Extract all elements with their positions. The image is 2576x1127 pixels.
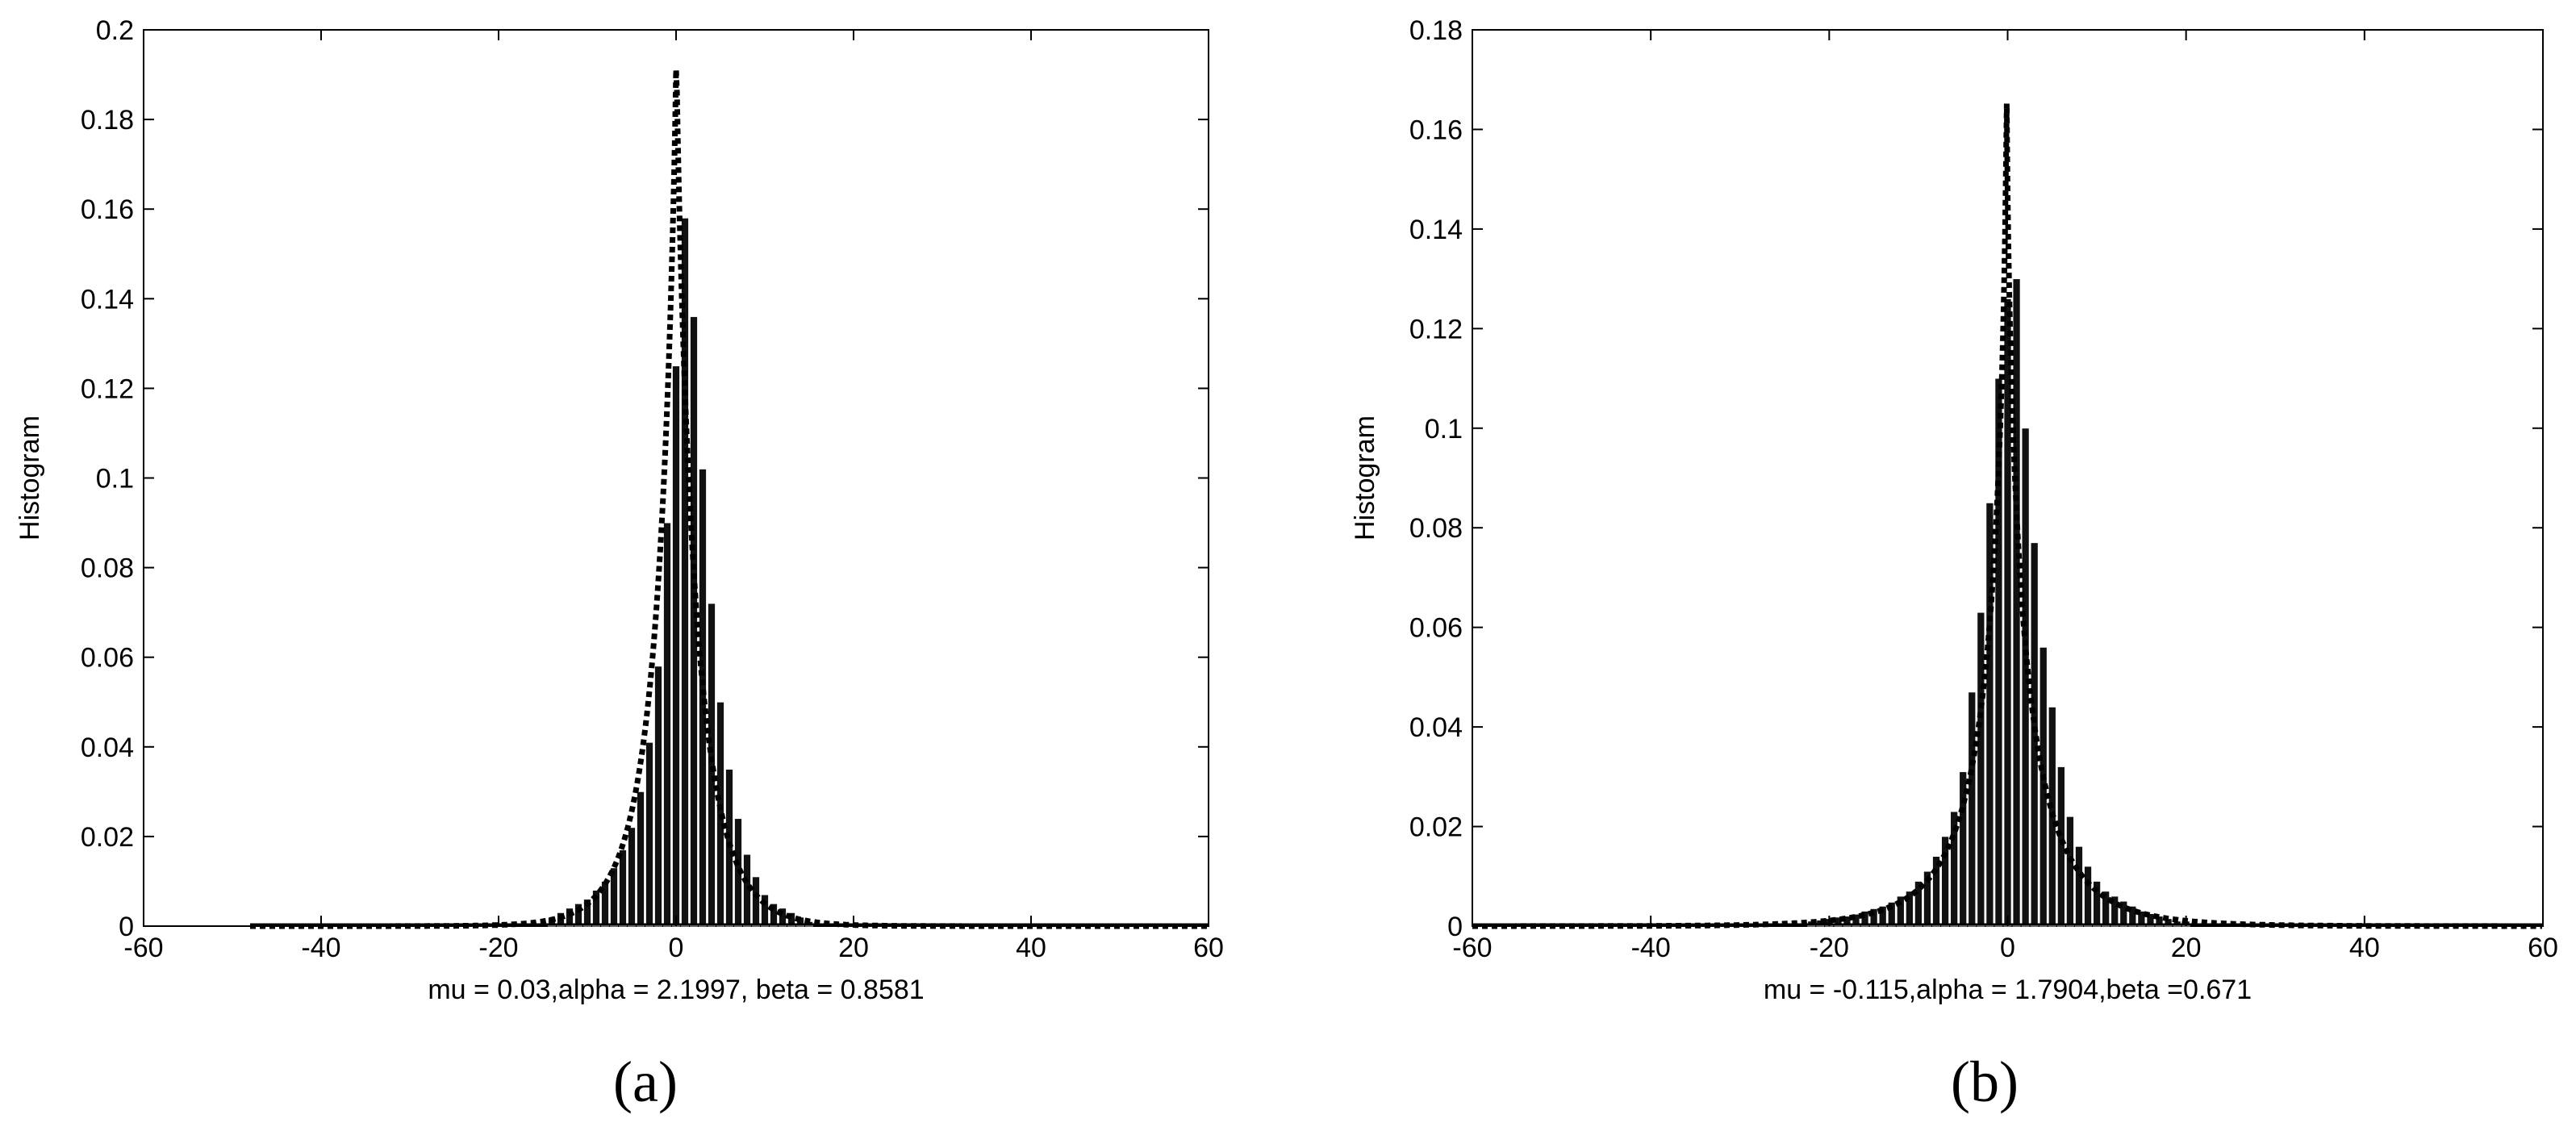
histogram-bar bbox=[610, 867, 618, 927]
histogram-bar bbox=[2093, 881, 2102, 927]
y-axis-label: Histogram bbox=[15, 415, 45, 541]
histogram-bar bbox=[1977, 612, 1985, 927]
histogram-bar bbox=[2137, 911, 2146, 927]
x-tick-label: 20 bbox=[2171, 933, 2202, 963]
histogram-bar bbox=[2146, 913, 2155, 927]
histogram-bar bbox=[672, 365, 680, 927]
histogram-bar bbox=[628, 827, 636, 927]
y-tick-label: 0.16 bbox=[81, 194, 134, 225]
histogram-bar bbox=[2119, 900, 2128, 927]
y-tick-label: 0.18 bbox=[81, 105, 134, 136]
histogram-bar bbox=[1905, 891, 1914, 927]
histogram-bar bbox=[1932, 856, 1940, 927]
y-tick-label: 0.02 bbox=[81, 822, 134, 853]
y-tick-label: 0.18 bbox=[1409, 15, 1463, 46]
y-tick-label: 0.12 bbox=[81, 374, 134, 404]
histogram-bar bbox=[2021, 428, 2030, 927]
x-tick-label: 40 bbox=[1016, 933, 1046, 963]
y-tick-label: 0 bbox=[1447, 912, 1463, 942]
histogram-bar bbox=[2155, 916, 2164, 927]
histogram-bar bbox=[2084, 866, 2092, 927]
y-tick-label: 0.1 bbox=[96, 464, 134, 495]
fitted-density-curve bbox=[250, 69, 1208, 929]
x-tick-label: 60 bbox=[1193, 933, 1224, 963]
histogram-bar bbox=[2075, 845, 2083, 927]
panel-caption: (a) bbox=[613, 1050, 678, 1114]
histogram-bar bbox=[645, 741, 653, 927]
histogram-bar bbox=[1878, 905, 1887, 927]
histogram-bar bbox=[1959, 771, 1968, 927]
histogram-bar bbox=[708, 603, 716, 927]
histogram-bar bbox=[1941, 836, 1950, 927]
y-tick-label: 0.08 bbox=[81, 553, 134, 584]
histogram-bar bbox=[1950, 811, 1959, 927]
histogram-bar bbox=[1914, 881, 1923, 927]
x-tick-label: -60 bbox=[1452, 933, 1492, 963]
y-tick-label: 0.06 bbox=[81, 643, 134, 674]
histogram-bar bbox=[1923, 870, 1931, 927]
histogram-bar bbox=[619, 849, 627, 927]
histogram-bar bbox=[1994, 378, 2003, 927]
histogram-bar bbox=[2128, 905, 2137, 927]
histogram-bar bbox=[2102, 891, 2110, 927]
histogram-bar bbox=[1860, 911, 1869, 927]
y-tick-label: 0.04 bbox=[1409, 712, 1463, 743]
x-tick-label: -60 bbox=[123, 933, 163, 963]
y-tick-label: 0.14 bbox=[1409, 215, 1463, 245]
histogram-bar bbox=[583, 899, 591, 927]
x-tick-label: -40 bbox=[1631, 933, 1671, 963]
histogram-bar bbox=[1968, 691, 1977, 927]
histogram-bar bbox=[690, 316, 698, 927]
y-tick-label: 0.02 bbox=[1409, 812, 1463, 843]
x-tick-label: 0 bbox=[669, 933, 684, 963]
histogram-bar bbox=[663, 522, 671, 927]
chart-panel-b: -60 -40 -20 0 20 40 60 0 0.02 0.04 0.06 0.08 0.1 0.12… bbox=[1350, 15, 2558, 1114]
y-tick-label: 0.12 bbox=[1409, 314, 1463, 344]
panel-caption: (b) bbox=[1951, 1050, 2019, 1114]
histogram-bar bbox=[2110, 895, 2119, 927]
x-tick-label: 60 bbox=[2528, 933, 2558, 963]
histogram-bar bbox=[770, 903, 778, 927]
x-tick-label: -20 bbox=[1810, 933, 1849, 963]
x-tick-label: 20 bbox=[838, 933, 869, 963]
histogram-bar bbox=[725, 769, 733, 927]
histogram-bar bbox=[574, 903, 582, 927]
histogram-bar bbox=[2065, 816, 2074, 927]
histogram-bar bbox=[1869, 908, 1878, 927]
y-tick-label: 0 bbox=[119, 912, 134, 942]
y-tick-label: 0.16 bbox=[1409, 115, 1463, 145]
histogram-bar bbox=[1896, 895, 1905, 927]
y-tick-label: 0.06 bbox=[1409, 613, 1463, 644]
histogram-bar bbox=[592, 890, 600, 927]
y-tick-label: 0.2 bbox=[96, 15, 134, 46]
histogram-bar bbox=[1985, 502, 1994, 927]
histogram-bar bbox=[654, 666, 662, 927]
x-tick-label: 40 bbox=[2349, 933, 2380, 963]
x-axis-label: mu = -0.115,alpha = 1.7904,beta =0.671 bbox=[1764, 975, 2252, 1005]
x-tick-label: -20 bbox=[478, 933, 518, 963]
y-tick-label: 0.14 bbox=[81, 284, 134, 315]
histogram-bar bbox=[637, 791, 645, 927]
y-axis-label: Histogram bbox=[1350, 415, 1380, 541]
histogram-bar bbox=[761, 894, 769, 927]
y-tick-label: 0.1 bbox=[1425, 414, 1463, 445]
y-tick-label: 0.08 bbox=[1409, 513, 1463, 544]
x-tick-label: -40 bbox=[301, 933, 340, 963]
histogram-bar bbox=[752, 876, 760, 927]
x-tick-label: 0 bbox=[2000, 933, 2015, 963]
histogram-bar bbox=[699, 468, 707, 927]
histogram-bar bbox=[1887, 901, 1896, 927]
chart-panel-a: -60 -40 -20 0 20 40 60 0 0.02 0.04 0.06 0.08 0.1 0.12… bbox=[15, 15, 1224, 1114]
x-axis-label: mu = 0.03,alpha = 2.1997, beta = 0.8581 bbox=[428, 975, 924, 1005]
histogram-bar bbox=[681, 217, 689, 927]
histogram-bar bbox=[2056, 766, 2065, 927]
histogram-bar bbox=[2030, 542, 2039, 927]
y-tick-label: 0.04 bbox=[81, 733, 134, 763]
histogram-bar bbox=[2012, 278, 2021, 927]
